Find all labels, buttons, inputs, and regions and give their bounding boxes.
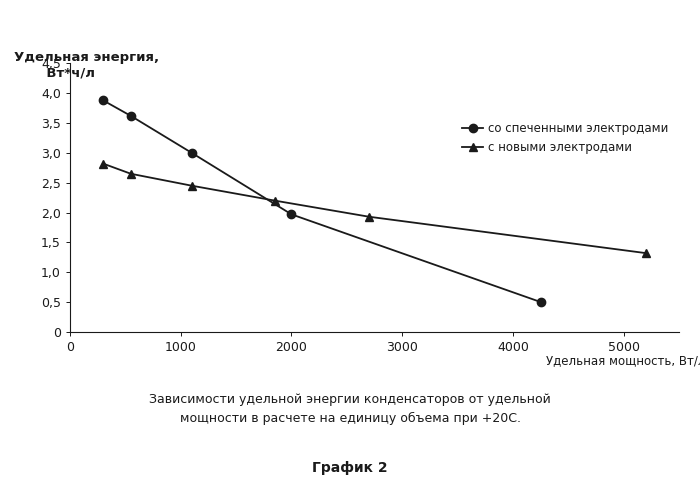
Legend: со спеченными электродами, с новыми электродами: со спеченными электродами, с новыми элек… bbox=[457, 118, 673, 159]
Line: с новыми электродами: с новыми электродами bbox=[99, 160, 650, 257]
со спеченными электродами bbox=[127, 113, 135, 119]
со спеченными электродами bbox=[287, 211, 295, 217]
с новыми электродами bbox=[127, 171, 135, 177]
с новыми электродами bbox=[188, 183, 196, 189]
с новыми электродами bbox=[365, 214, 373, 220]
с новыми электродами bbox=[271, 198, 279, 203]
Line: со спеченными электродами: со спеченными электродами bbox=[99, 96, 545, 306]
Text: Зависимости удельной энергии конденсаторов от удельной: Зависимости удельной энергии конденсатор… bbox=[149, 393, 551, 406]
с новыми электродами bbox=[99, 161, 107, 166]
Text: Удельная энергия,
       Вт*ч/л: Удельная энергия, Вт*ч/л bbox=[14, 51, 159, 79]
с новыми электродами bbox=[642, 250, 650, 256]
со спеченными электродами bbox=[536, 299, 545, 305]
Text: Удельная мощность, Вт/л.: Удельная мощность, Вт/л. bbox=[546, 354, 700, 367]
со спеченными электродами bbox=[99, 98, 107, 103]
со спеченными электродами bbox=[188, 150, 196, 156]
Text: мощности в расчете на единицу объема при +20С.: мощности в расчете на единицу объема при… bbox=[179, 412, 521, 426]
Text: График 2: График 2 bbox=[312, 461, 388, 475]
